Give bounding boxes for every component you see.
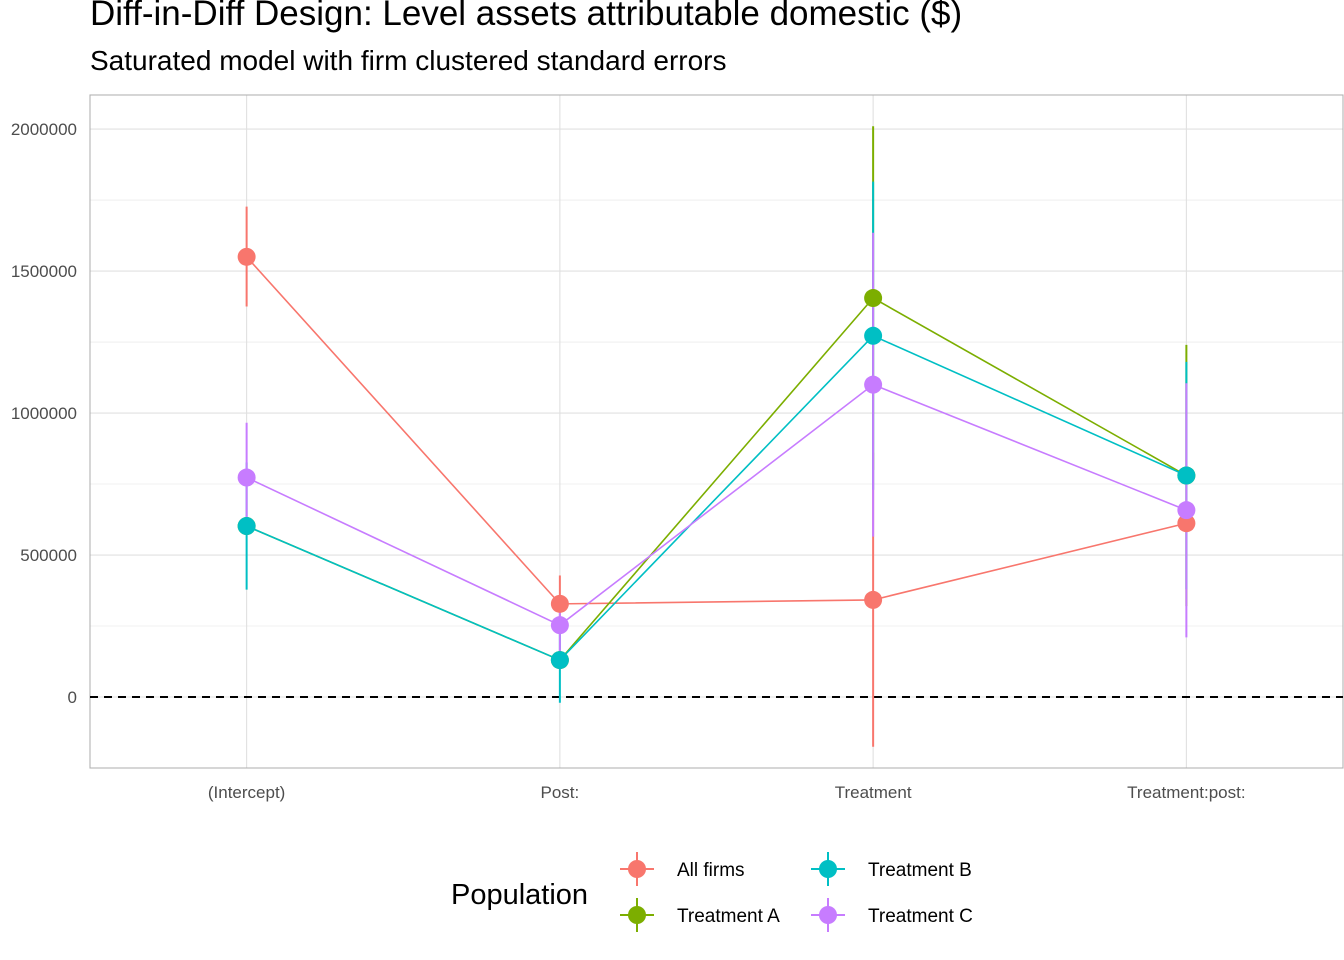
data-point — [237, 247, 256, 266]
series-line — [246, 383, 1187, 627]
legend-label: Treatment A — [677, 906, 780, 927]
data-point — [237, 517, 256, 536]
x-tick-label: Post: — [541, 783, 580, 802]
x-tick-label: Treatment — [835, 783, 912, 802]
data-point — [864, 289, 883, 308]
data-point — [550, 616, 569, 635]
series-line — [246, 256, 1187, 605]
point-layer — [237, 247, 1196, 670]
y-tick-label: 2000000 — [11, 120, 77, 139]
panel-border — [89, 94, 1344, 769]
data-point — [1177, 514, 1196, 533]
legend-label: Treatment C — [868, 906, 973, 927]
data-point — [1177, 501, 1196, 520]
grid-layer — [90, 95, 1343, 768]
legend-label: Treatment B — [868, 860, 972, 881]
data-point — [550, 594, 569, 613]
x-tick-label: Treatment:post: — [1127, 783, 1245, 802]
y-tick-label: 0 — [68, 688, 77, 707]
legend-key-point — [819, 906, 837, 924]
legend: Population All firms Treatment A Treatment … — [451, 852, 973, 932]
axis-layer: 0 500000 1000000 1500000 2000000 (Intercept) P… — [11, 94, 1344, 802]
data-point — [1177, 466, 1196, 485]
errorbar-layer — [245, 126, 1188, 747]
y-tick-label: 1000000 — [11, 404, 77, 423]
series-line — [246, 334, 1187, 662]
x-tick-label: (Intercept) — [208, 783, 285, 802]
data-point — [237, 468, 256, 487]
y-tick-label: 500000 — [20, 546, 77, 565]
legend-title: Population — [451, 879, 588, 911]
data-point — [864, 590, 883, 609]
legend-key-point — [628, 860, 646, 878]
y-tick-label: 1500000 — [11, 262, 77, 281]
line-layer — [246, 256, 1187, 662]
legend-key-point — [628, 906, 646, 924]
chart-subtitle: Saturated model with firm clustered stan… — [90, 45, 727, 76]
data-point — [864, 375, 883, 394]
data-point — [864, 326, 883, 345]
legend-label: All firms — [677, 860, 745, 881]
series-line — [246, 297, 1187, 662]
legend-key-point — [819, 860, 837, 878]
data-point — [550, 651, 569, 670]
chart-title: Diff-in-Diff Design: Level assets attrib… — [90, 0, 963, 33]
